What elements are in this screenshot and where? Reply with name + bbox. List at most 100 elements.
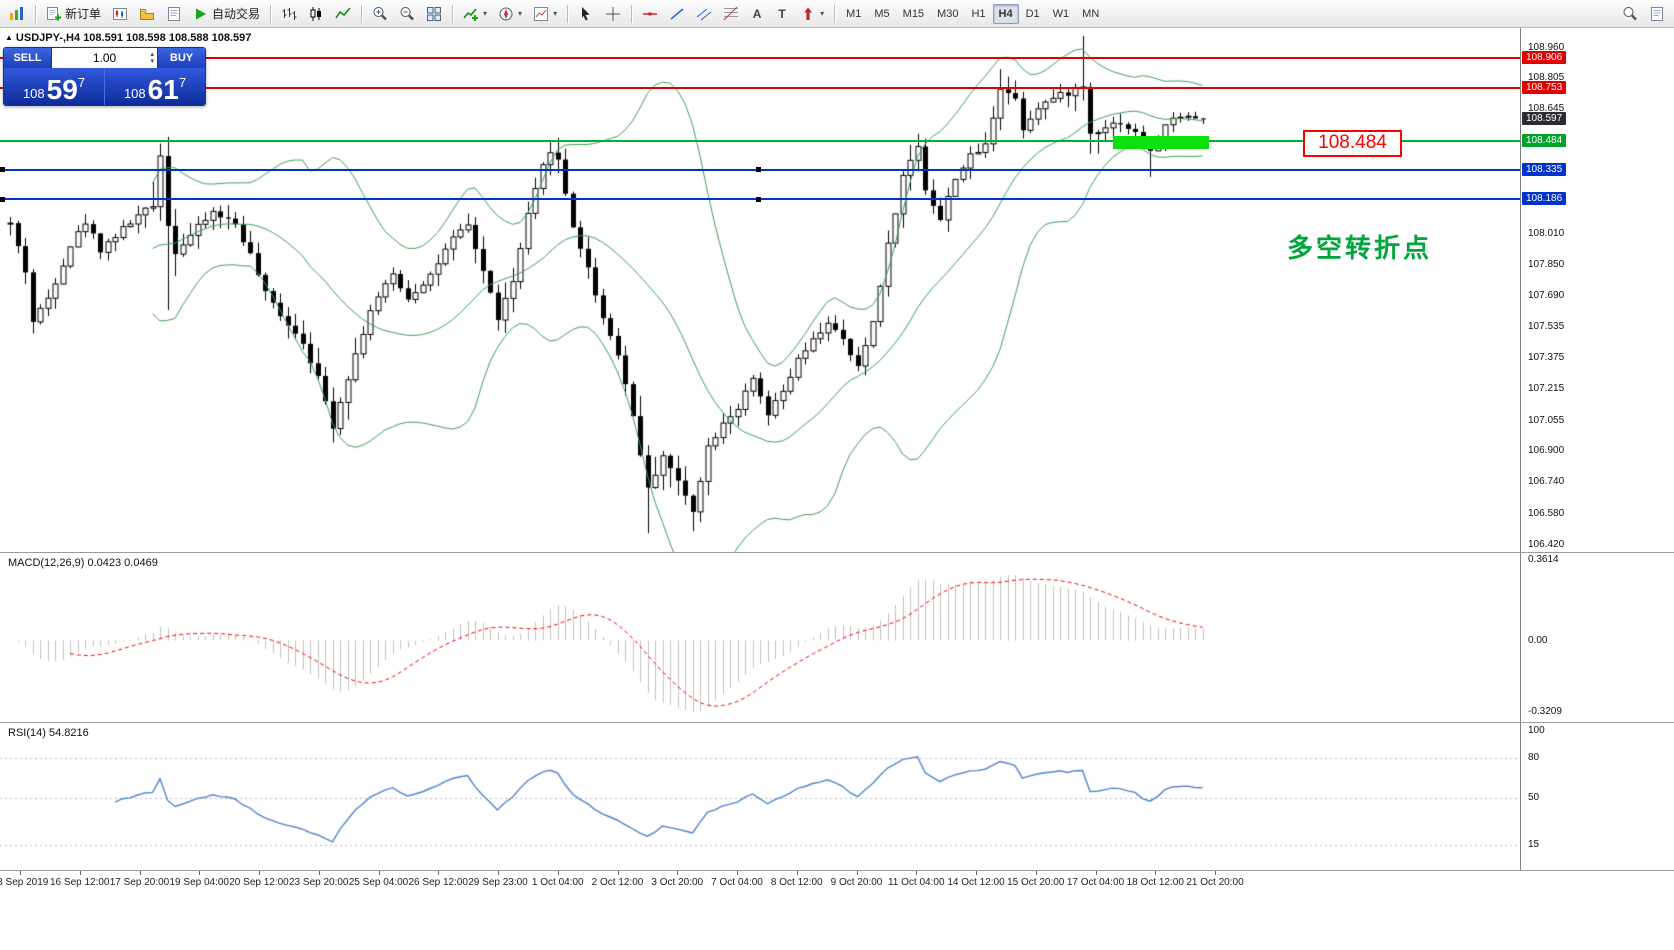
buy-price-big: 61 <box>147 74 179 105</box>
time-label: 7 Oct 04:00 <box>711 877 763 888</box>
timeframe-m5-button[interactable]: M5 <box>874 7 890 20</box>
volume-spinner-icon[interactable]: ▴ ▾ <box>150 51 154 65</box>
line-handle[interactable] <box>0 196 5 202</box>
time-tick <box>976 871 977 875</box>
timeframe-m15-button[interactable]: M15 <box>902 7 925 20</box>
app-icon[interactable] <box>4 3 30 25</box>
candlestick-chart-button[interactable] <box>303 3 329 25</box>
data-window-right-button[interactable] <box>1644 3 1670 25</box>
macd-name: MACD(12,26,9) <box>8 557 85 569</box>
time-tick <box>796 871 798 875</box>
price-tag-108.753: 108.753 <box>1522 81 1567 95</box>
price-tick-108.805: 108.805 <box>1528 71 1565 83</box>
toolbar-separator <box>270 4 272 23</box>
price-tick-108.010: 108.010 <box>1528 227 1565 239</box>
line-handle[interactable] <box>756 196 761 202</box>
cursor-button[interactable] <box>573 3 599 25</box>
rsi-canvas[interactable] <box>0 723 1520 869</box>
text-label-button[interactable]: T <box>770 3 794 25</box>
time-tick <box>318 871 320 875</box>
tile-windows-button[interactable] <box>421 3 447 25</box>
time-tick <box>617 871 619 875</box>
text-button[interactable]: A <box>745 3 769 25</box>
price-tick-80: 80 <box>1528 751 1540 763</box>
channel-button[interactable] <box>691 3 717 25</box>
line-handle[interactable] <box>756 167 761 173</box>
turning-point-note[interactable]: 多空转折点 <box>1287 233 1433 263</box>
price-axis[interactable]: 108.960 108.805 108.645 108.010 107.850 107.6… <box>1520 28 1674 870</box>
page-icon <box>166 6 182 22</box>
bar-chart-button[interactable] <box>276 3 302 25</box>
timeframe-h4-button[interactable]: H4 <box>992 3 1019 24</box>
profiles-button[interactable] <box>134 3 160 25</box>
one-click-toggle-icon[interactable]: ▲ <box>5 33 13 42</box>
timeframe-d1-button[interactable]: D1 <box>1025 7 1040 20</box>
time-tick <box>1035 871 1037 875</box>
price-tick-0.00: 0.00 <box>1528 634 1548 646</box>
panel-separator[interactable] <box>0 552 1674 553</box>
panel-separator[interactable] <box>0 870 1674 871</box>
crosshair-button[interactable] <box>600 3 626 25</box>
line-handle[interactable] <box>0 167 5 173</box>
bars-icon <box>281 6 297 22</box>
time-tick <box>677 871 679 875</box>
indicators-button[interactable]: ▾ <box>458 3 492 25</box>
timeframe-m30-button[interactable]: M30 <box>937 7 959 20</box>
line-chart-button[interactable] <box>330 3 356 25</box>
time-label: 17 Sep 20:00 <box>109 877 170 888</box>
sell-button[interactable]: SELL <box>4 48 51 68</box>
profiles-icon <box>139 6 155 22</box>
horizontal-level-108.484[interactable] <box>0 139 1520 142</box>
zoom-in-button[interactable] <box>367 3 393 25</box>
toolbar-separator <box>35 4 36 23</box>
time-label: 25 Sep 04:00 <box>348 877 409 888</box>
price-tick-107.535: 107.535 <box>1528 320 1565 332</box>
time-label: 3 Oct 20:00 <box>651 877 704 888</box>
linechart-icon <box>335 6 351 22</box>
navigator-button[interactable]: ▾ <box>493 3 527 25</box>
data-window-button[interactable] <box>161 3 187 25</box>
app-icon <box>9 6 25 22</box>
fibonacci-button[interactable] <box>718 3 744 25</box>
volume-input[interactable]: 1.00 ▴ ▾ <box>51 48 158 68</box>
timeframe-w1-button[interactable]: W1 <box>1052 7 1070 20</box>
macd-canvas[interactable] <box>0 553 1520 721</box>
autotrading-button[interactable]: 自动交易 <box>188 3 265 25</box>
price-callout-box[interactable]: 108.484 <box>1303 129 1402 157</box>
price-chart-canvas[interactable] <box>0 28 1520 552</box>
highlight-zone[interactable] <box>1112 135 1209 150</box>
horizontal-line-button[interactable] <box>637 3 663 25</box>
zoom-out-button[interactable] <box>394 3 420 25</box>
buy-button[interactable]: BUY <box>158 48 205 68</box>
macd-indicator-label: MACD(12,26,9) 0.0423 0.0469 <box>8 557 158 569</box>
toolbar-separator <box>567 4 569 23</box>
time-label: 2 Oct 12:00 <box>591 877 644 888</box>
new-order-icon <box>46 6 62 22</box>
sell-price-button[interactable]: 108 59 7 <box>4 68 105 105</box>
toolbar-separator <box>361 4 363 23</box>
rsi-indicator-label: RSI(14) 54.8216 <box>8 727 89 739</box>
new-chart-button[interactable] <box>107 3 133 25</box>
horizontal-level-108.906[interactable] <box>0 57 1520 60</box>
chart-window: ▲ USDJPY-,H4 108.591 108.598 108.588 108.… <box>0 28 1674 950</box>
zoom-in-icon <box>372 6 388 22</box>
symbol-period-label: USDJPY-,H4 <box>15 32 81 44</box>
autotrading-button-label: 自动交易 <box>212 7 261 21</box>
timeframe-m1-button[interactable]: M1 <box>846 7 862 20</box>
search-button[interactable] <box>1617 3 1643 25</box>
sell-price-prefix: 108 <box>22 86 45 101</box>
price-tag-108.335: 108.335 <box>1522 162 1567 176</box>
fibo-icon <box>723 6 739 22</box>
time-tick <box>498 871 499 875</box>
buy-price-button[interactable]: 108 61 7 <box>105 68 205 105</box>
candles-icon <box>308 6 324 22</box>
templates-button[interactable]: ▾ <box>528 3 562 25</box>
timeframe-h1-button[interactable]: H1 <box>971 7 986 20</box>
arrows-button[interactable]: ▾ <box>795 3 829 25</box>
horizontal-level-108.753[interactable] <box>0 87 1520 90</box>
panel-separator[interactable] <box>0 722 1674 723</box>
new-order-button[interactable]: 新订单 <box>41 3 106 25</box>
timeframe-mn-button[interactable]: MN <box>1082 7 1100 20</box>
trendline-button[interactable] <box>664 3 690 25</box>
